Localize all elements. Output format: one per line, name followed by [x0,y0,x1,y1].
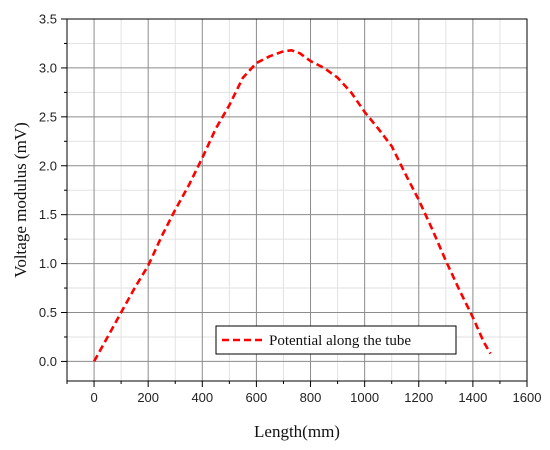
y-tick-label: 0.0 [39,354,57,369]
x-tick-label: 200 [137,390,159,405]
x-tick-label: 1200 [404,390,433,405]
y-tick-label: 1.5 [39,207,57,222]
y-axis-title: Voltage modulus (mV) [11,122,30,278]
y-tick-label: 2.0 [39,158,57,173]
legend: Potential along the tube [215,325,457,355]
y-tick-label: 2.5 [39,109,57,124]
axis-ticks [61,18,528,387]
y-tick-label: 3.0 [39,60,57,75]
tick-labels: 0 200 400 600 800 1000 1200 1400 1600 0.0 0.5 1.0 1.… [39,12,542,406]
plot-frame [66,18,528,382]
x-tick-label: 1000 [350,390,379,405]
x-tick-label: 1600 [513,390,542,405]
y-tick-label: 1.0 [39,256,57,271]
legend-label: Potential along the tube [269,333,411,349]
x-tick-label: 1400 [458,390,487,405]
x-tick-label: 0 [90,390,97,405]
series-line [92,49,492,363]
y-tick-label: 0.5 [39,305,57,320]
x-tick-label: 400 [191,390,213,405]
y-tick-label: 3.5 [39,12,57,27]
x-axis-title: Length(mm) [254,422,340,441]
x-tick-label: 800 [300,390,322,405]
x-tick-label: 600 [246,390,268,405]
